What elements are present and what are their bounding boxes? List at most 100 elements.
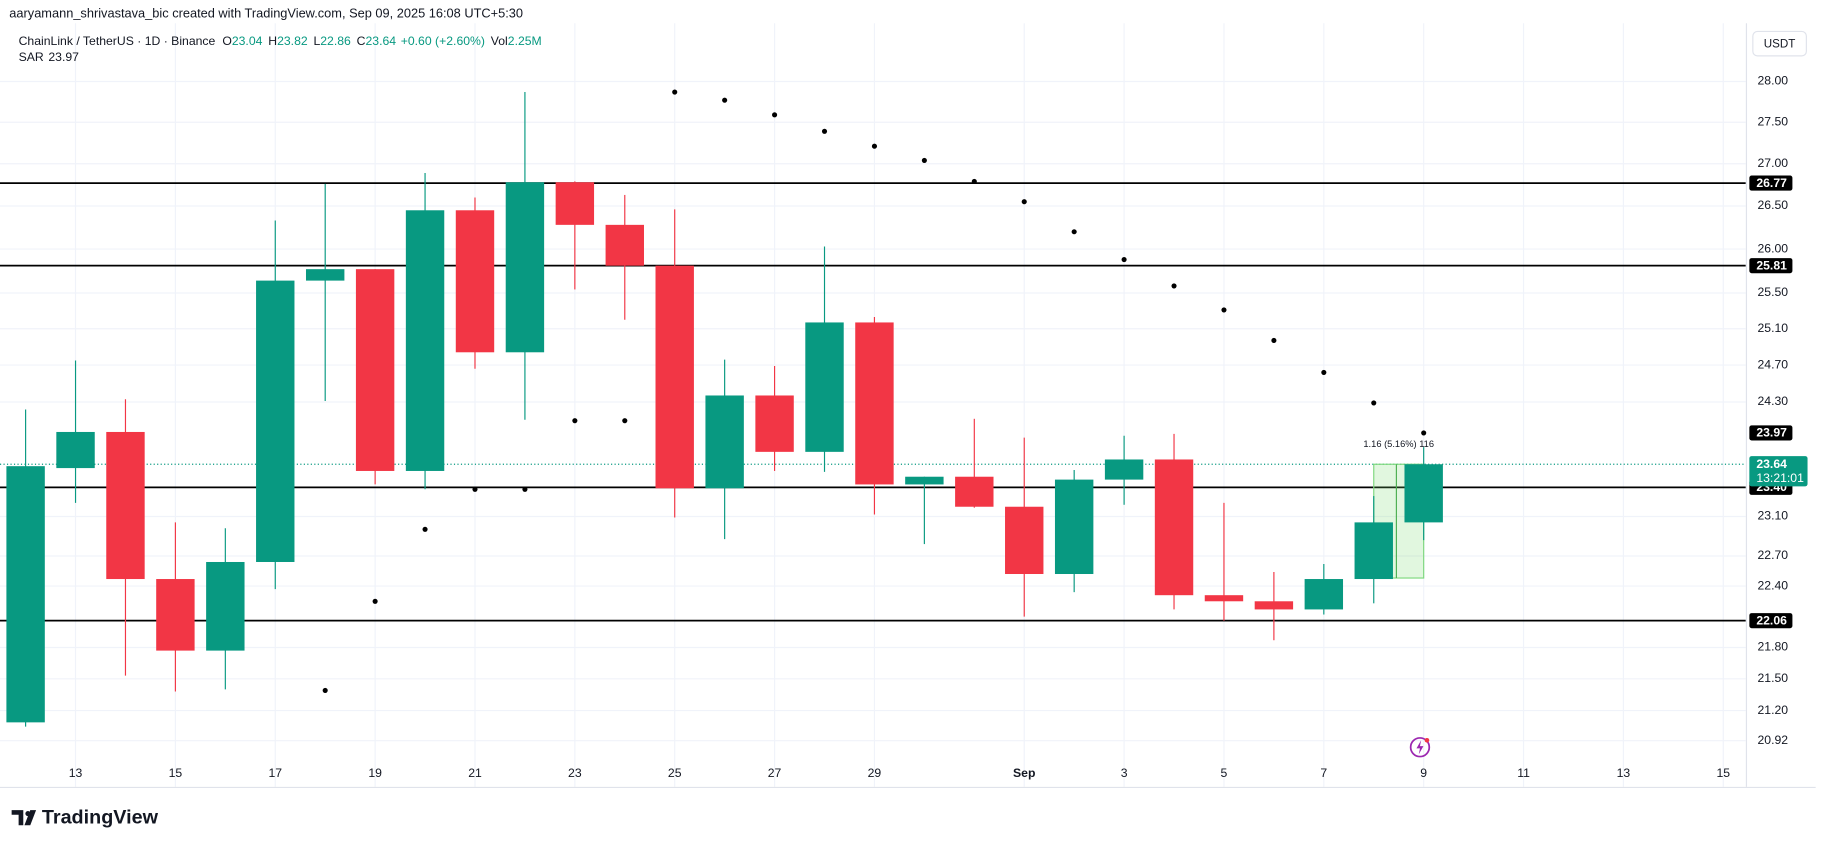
- candle-body: [1354, 522, 1393, 580]
- candle-body: [805, 322, 844, 452]
- x-tick-label: 21: [468, 766, 482, 780]
- ohlc-value: 23.82: [277, 34, 308, 48]
- candle-body: [655, 265, 694, 489]
- sar-dot: [1271, 337, 1277, 344]
- alert-dot: [1424, 737, 1430, 743]
- level-label-bg: [1749, 258, 1793, 274]
- symbol-legend: ChainLink / TetherUS · 1D · Binance O23.0…: [19, 34, 542, 48]
- axis-layer: 28.00 27.50 27.00 26.50 26.00 25.50 25.10 24.70…: [69, 74, 1808, 780]
- candle-body: [1005, 506, 1044, 575]
- volume-value: 2.25M: [508, 34, 542, 48]
- sar-dot: [722, 97, 728, 103]
- countdown-label: 13:21:01: [1756, 471, 1804, 485]
- candle-body: [1154, 459, 1194, 596]
- candle-body: [156, 579, 195, 651]
- candle-body: [755, 395, 794, 452]
- top-layer: 1.16 (5.16%) 116: [322, 89, 1434, 693]
- y-tick-label: 25.50: [1757, 285, 1788, 299]
- y-tick-label: 23.10: [1757, 509, 1788, 523]
- sar-dot: [372, 598, 378, 604]
- sar-dot: [1371, 400, 1377, 406]
- y-tick-label: 25.10: [1757, 321, 1788, 335]
- ohlc-key: O: [222, 34, 232, 48]
- candle-body: [56, 431, 95, 469]
- sar-dot: [772, 112, 778, 118]
- indicator-legend: SAR 23.97: [19, 50, 80, 64]
- y-tick-label: 26.00: [1757, 241, 1788, 255]
- ohlc-key: H: [268, 34, 277, 48]
- candle-body: [605, 224, 644, 266]
- brand: TradingView: [11, 806, 159, 828]
- currency-label: USDT: [1764, 37, 1796, 50]
- candle-body: [705, 395, 744, 489]
- y-tick-label: 26.50: [1757, 198, 1788, 212]
- attribution: aaryamann_shrivastava_bic created with T…: [9, 5, 523, 20]
- candle-body: [206, 561, 245, 651]
- ohlc-value: 23.64: [366, 34, 397, 48]
- alert-icon[interactable]: [1409, 737, 1431, 758]
- sar-dot: [1421, 430, 1427, 436]
- y-tick-label: 20.92: [1757, 733, 1788, 747]
- x-tick-label: 11: [1517, 766, 1530, 780]
- sar-dot: [572, 418, 578, 424]
- x-tick-label: 15: [1716, 766, 1730, 780]
- candle-body: [256, 280, 295, 562]
- candle-body: [1054, 479, 1094, 575]
- candle-body: [405, 210, 445, 471]
- sar-dot: [1221, 307, 1227, 313]
- indicator-name: SAR: [19, 50, 44, 64]
- sar-dot: [1071, 229, 1077, 235]
- currency-button[interactable]: [1752, 30, 1807, 57]
- alert-bolt: [1416, 740, 1424, 755]
- sar-dot: [921, 157, 927, 163]
- level-label: 25.81: [1756, 258, 1787, 272]
- change-value: +0.60 (+2.60%): [401, 34, 485, 48]
- level-label-bg: [1749, 175, 1793, 191]
- sar-dot: [472, 486, 478, 492]
- sar-dot: [971, 178, 977, 184]
- candle-body: [1104, 459, 1144, 480]
- brand-name: TradingView: [42, 806, 159, 828]
- ohlc-value: 23.04: [232, 34, 263, 48]
- x-tick-label: 23: [568, 766, 582, 780]
- sar-label-bg: [1749, 425, 1793, 441]
- x-tick-label: 5: [1221, 766, 1228, 780]
- ohlc-key: C: [357, 34, 366, 48]
- sar-dot: [871, 143, 878, 149]
- level-label-bg: [1749, 613, 1793, 629]
- candle-body: [305, 269, 345, 281]
- x-tick-label: 7: [1320, 766, 1327, 780]
- x-tick-label: 13: [1617, 766, 1631, 780]
- candle-body: [555, 182, 595, 225]
- last-price-label-bg: [1749, 456, 1808, 487]
- candle-body: [1404, 464, 1443, 523]
- candle-body: [355, 269, 395, 471]
- x-tick-label: 9: [1420, 766, 1427, 780]
- x-tick-label: Sep: [1013, 766, 1035, 780]
- y-tick-label: 22.40: [1757, 578, 1788, 592]
- candle-body: [955, 476, 994, 507]
- measure-label: 1.16 (5.16%) 116: [1363, 439, 1434, 449]
- ohlc-value: 22.86: [320, 34, 351, 48]
- last-price-label: 23.64: [1756, 457, 1787, 471]
- x-tick-label: 15: [169, 766, 183, 780]
- sar-dot: [672, 89, 678, 95]
- candle-body: [6, 466, 45, 723]
- x-tick-label: 29: [868, 766, 882, 780]
- sar-dot: [1171, 283, 1177, 289]
- x-tick-label: 3: [1121, 766, 1128, 780]
- level-label: 26.77: [1756, 176, 1787, 190]
- sar-dot: [422, 526, 428, 532]
- alert-circle: [1409, 737, 1431, 758]
- candle-body: [1254, 601, 1294, 610]
- candle-body: [106, 431, 145, 580]
- y-tick-label: 21.20: [1757, 703, 1788, 717]
- brand-logo-dot: [25, 811, 31, 817]
- x-tick-label: 13: [69, 766, 83, 780]
- candle-body: [455, 210, 495, 353]
- y-tick-label: 28.00: [1757, 74, 1788, 88]
- indicator-value: 23.97: [48, 50, 79, 64]
